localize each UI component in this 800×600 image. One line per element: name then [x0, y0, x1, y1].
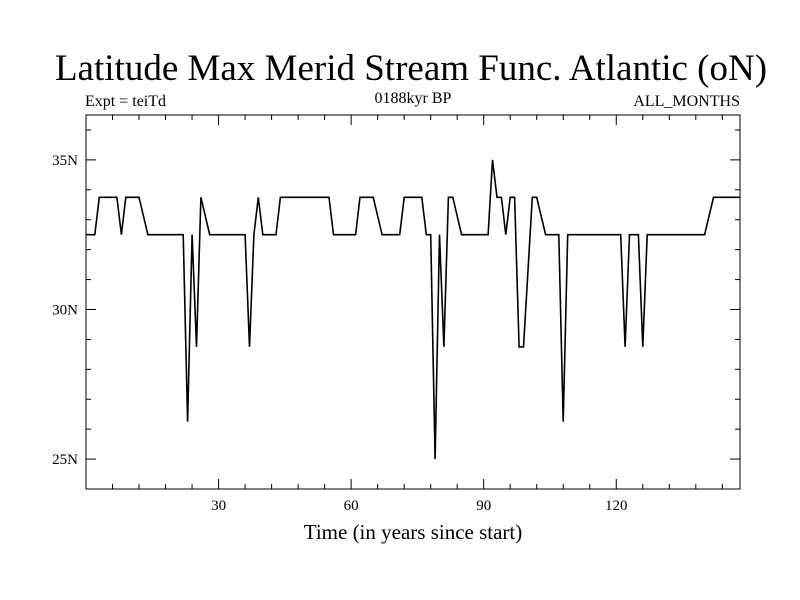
months-label: ALL_MONTHS [633, 93, 740, 110]
x-tick-label: 120 [605, 498, 628, 514]
axis-ticks [86, 115, 740, 490]
experiment-label: Expt = teiTd [85, 93, 166, 110]
y-tick-label: 30N [52, 302, 78, 318]
y-tick-label: 25N [52, 452, 78, 468]
period-label: 0188kyr BP [375, 90, 452, 107]
plot-frame [85, 114, 741, 490]
x-tick-label: 30 [211, 498, 226, 514]
axis-tick-labels: 30 60 90 120 25N 30N 35N [52, 153, 627, 514]
x-tick-label: 90 [476, 498, 491, 514]
x-axis-label: Time (in years since start) [304, 520, 523, 544]
chart-title: Latitude Max Merid Stream Func. Atlantic… [55, 48, 767, 89]
series-group [86, 159, 740, 460]
x-tick-label: 60 [344, 498, 359, 514]
series-line [86, 159, 740, 460]
y-tick-label: 35N [52, 153, 78, 169]
